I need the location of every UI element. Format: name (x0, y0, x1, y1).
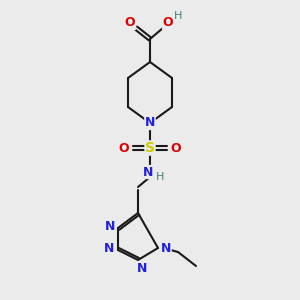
Text: O: O (163, 16, 173, 29)
Text: N: N (161, 242, 171, 254)
Text: H: H (174, 11, 182, 21)
Text: O: O (125, 16, 135, 29)
Text: H: H (156, 172, 164, 182)
Text: O: O (171, 142, 181, 154)
Text: N: N (105, 220, 115, 232)
Text: N: N (145, 116, 155, 130)
Text: S: S (145, 141, 155, 155)
Text: N: N (104, 242, 114, 254)
Text: O: O (119, 142, 129, 154)
Text: N: N (137, 262, 147, 275)
Text: N: N (143, 166, 153, 178)
